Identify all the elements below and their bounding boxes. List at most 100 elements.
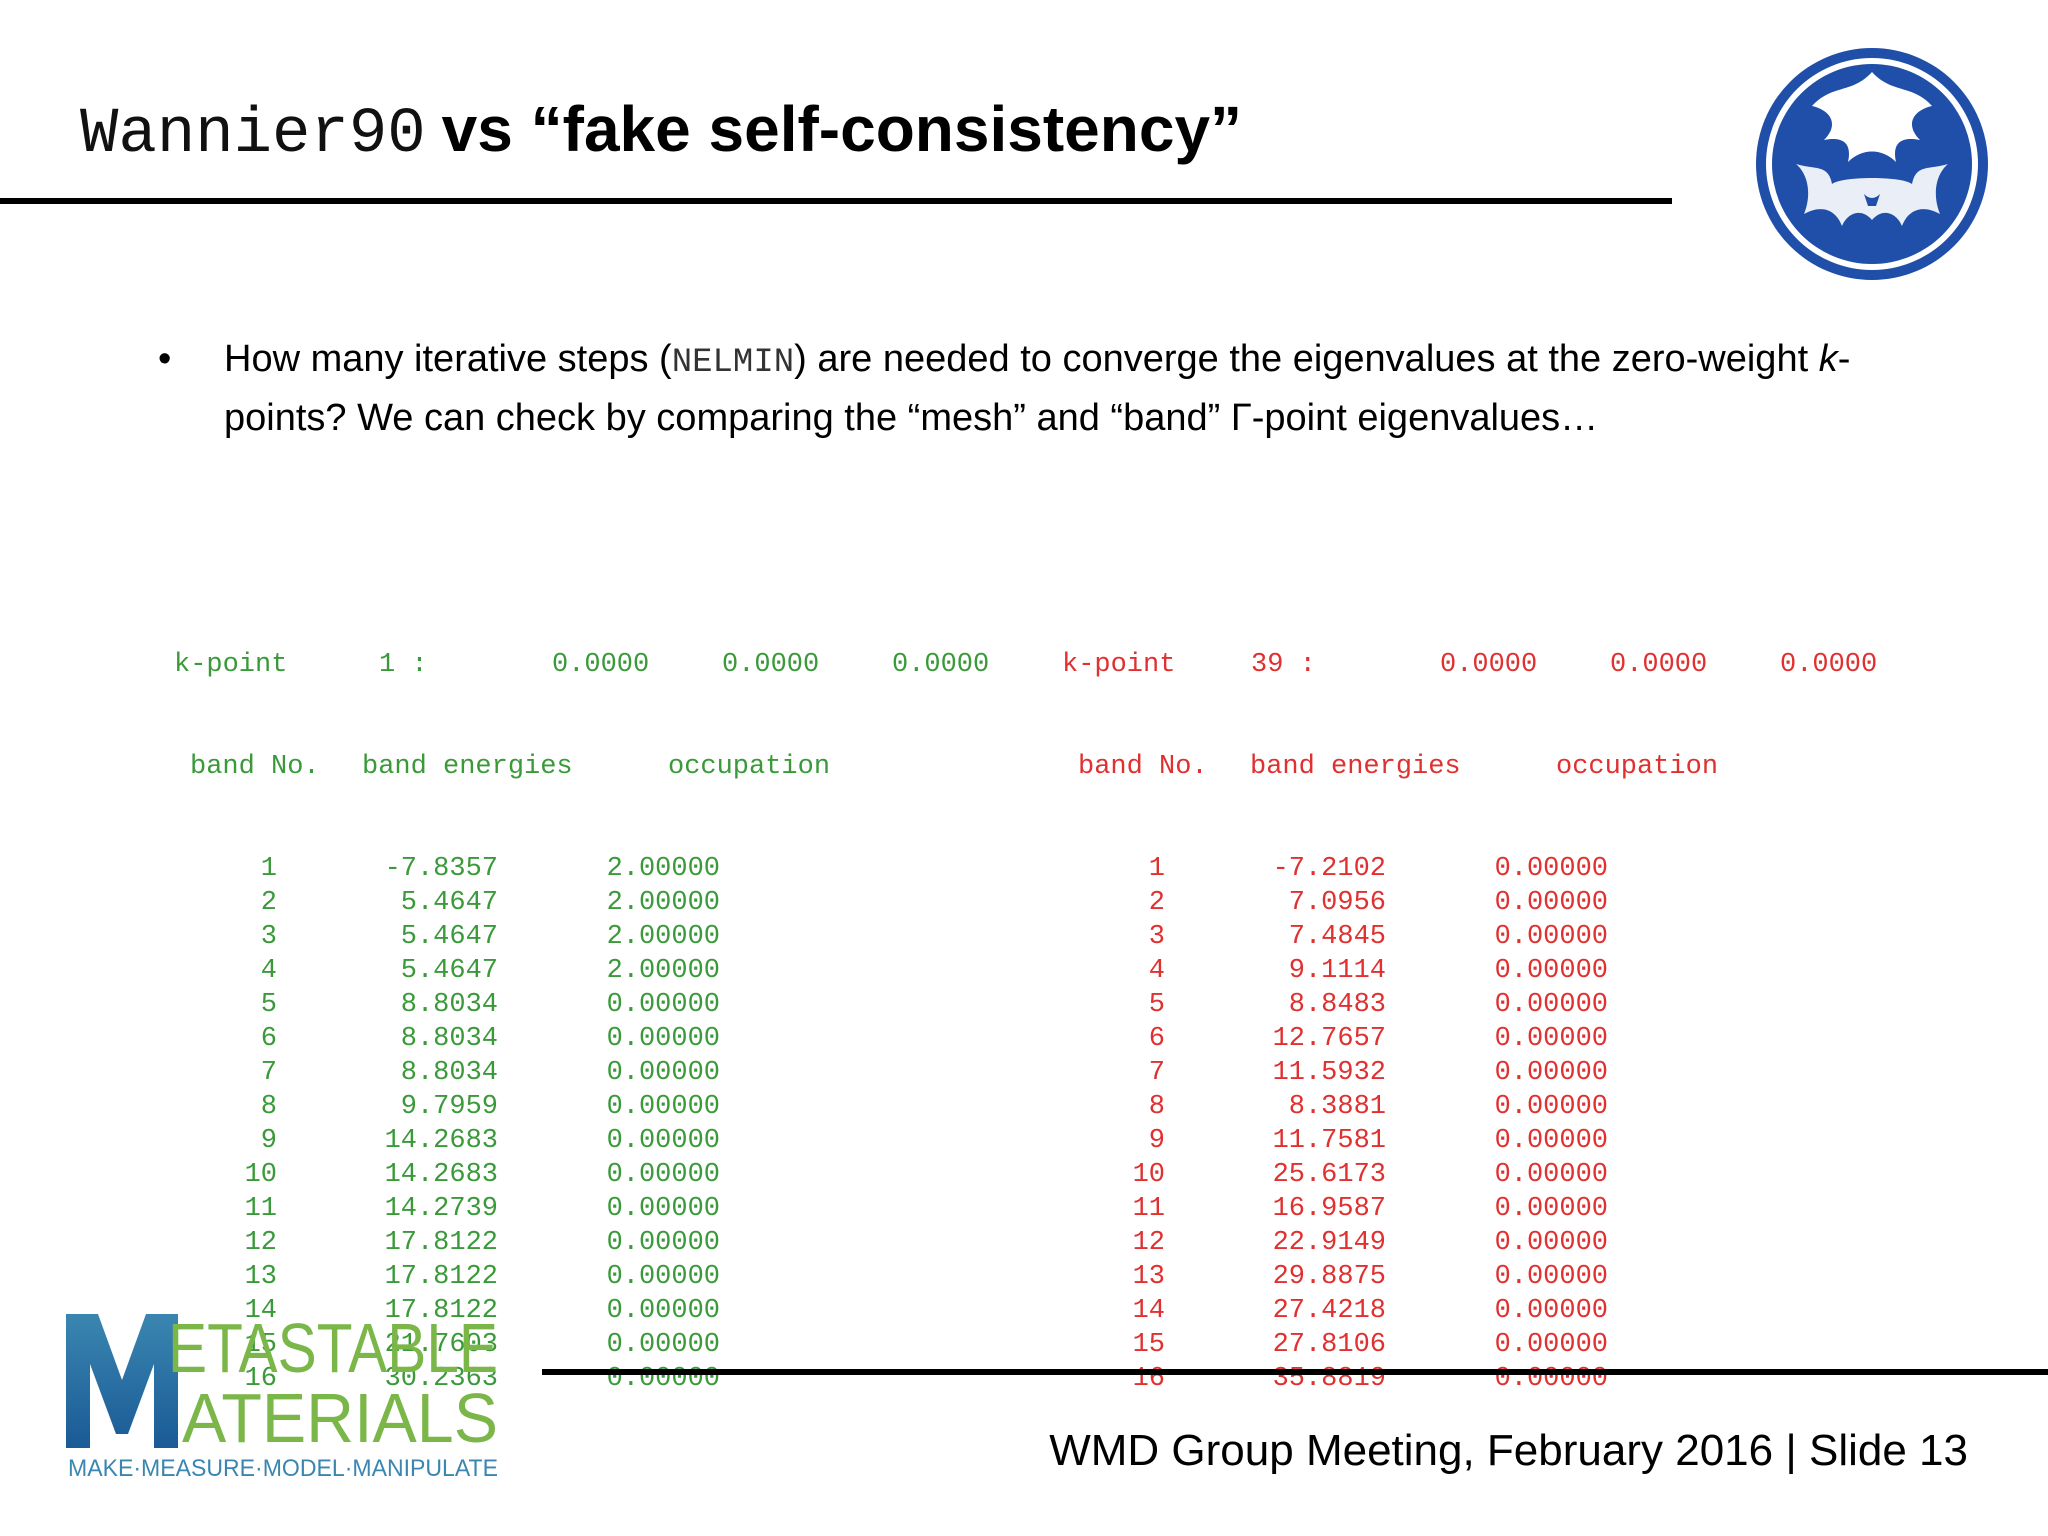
- kpoint-index: 39 :: [1251, 650, 1316, 680]
- band-energy: 14.2683: [384, 1160, 498, 1190]
- band-number: 16: [244, 1364, 277, 1394]
- kpoint-coord: 0.0000: [1780, 650, 1878, 680]
- occupation-value: 0.00000: [606, 1262, 720, 1292]
- band-energy: 16.9587: [1272, 1194, 1386, 1224]
- kpoint-coord: 0.0000: [1610, 650, 1708, 680]
- band-energy: 14.2739: [384, 1194, 498, 1224]
- table-row: 16 35.8819 0.00000: [1062, 1362, 1608, 1396]
- table-row: 4 5.4647 2.00000: [174, 954, 720, 988]
- band-number: 13: [244, 1262, 277, 1292]
- title-code: Wannier90: [80, 99, 426, 171]
- kpoint-header: k-point 1 : 0.0000 0.0000 0.0000: [174, 648, 989, 682]
- kpoint-label: k-point: [174, 650, 288, 680]
- header-band-no: band No.: [190, 752, 320, 782]
- seal-icon: [1756, 48, 1988, 280]
- band-number: 6: [1148, 1024, 1165, 1054]
- table-row: 2 5.4647 2.00000: [174, 886, 720, 920]
- k-italic: k: [1818, 338, 1838, 380]
- metastable-materials-logo: ETASTABLE ATERIALS MAKE·MEASURE·MODEL·MA…: [66, 1309, 498, 1482]
- band-number: 12: [244, 1228, 277, 1258]
- occupation-value: 2.00000: [606, 922, 720, 952]
- occupation-value: 0.00000: [606, 1058, 720, 1088]
- table-row: 16 30.2363 0.00000: [174, 1362, 720, 1396]
- band-energy: 11.7581: [1272, 1126, 1386, 1156]
- band-energy: 9.7959: [400, 1092, 498, 1122]
- band-number: 2: [1148, 888, 1165, 918]
- table-row: 11 14.2739 0.00000: [174, 1192, 720, 1226]
- band-energy: 8.3881: [1288, 1092, 1386, 1122]
- band-number: 6: [260, 1024, 277, 1054]
- occupation-value: 0.00000: [1494, 1092, 1608, 1122]
- band-number: 1: [1148, 854, 1165, 884]
- occupation-value: 0.00000: [1494, 1296, 1608, 1326]
- table-row: 11 16.9587 0.00000: [1062, 1192, 1608, 1226]
- occupation-value: 0.00000: [606, 1194, 720, 1224]
- band-energy: 8.8034: [400, 990, 498, 1020]
- band-number: 13: [1132, 1262, 1165, 1292]
- band-number: 1: [260, 854, 277, 884]
- header-occupation: occupation: [668, 752, 831, 782]
- kpoint-coord: 0.0000: [722, 650, 820, 680]
- band-energy: 17.8122: [384, 1296, 498, 1326]
- band-number: 8: [260, 1092, 277, 1122]
- band-energy: 17.8122: [384, 1228, 498, 1258]
- kpoint-coord: 0.0000: [892, 650, 990, 680]
- header-band-energies: band energies: [1250, 752, 1461, 782]
- bullet-marker: •: [158, 338, 172, 380]
- occupation-value: 0.00000: [606, 990, 720, 1020]
- footer-divider: [542, 1369, 2048, 1375]
- band-energy: -7.2102: [1272, 854, 1386, 884]
- band-number: 7: [1148, 1058, 1165, 1088]
- band-energy: 7.4845: [1288, 922, 1386, 952]
- band-energy: 22.9149: [1272, 1228, 1386, 1258]
- table-row: 4 9.1114 0.00000: [1062, 954, 1608, 988]
- header-band-energies: band energies: [362, 752, 573, 782]
- header-band-no: band No.: [1078, 752, 1208, 782]
- band-energy: 17.8122: [384, 1262, 498, 1292]
- footer-text: WMD Group Meeting, February 2016 | Slide…: [1049, 1426, 1968, 1475]
- band-energy: 8.8034: [400, 1058, 498, 1088]
- occupation-value: 0.00000: [1494, 1330, 1608, 1360]
- kpoint-header: k-point 39 : 0.0000 0.0000 0.0000: [1062, 648, 1877, 682]
- table-row: 2 7.0956 0.00000: [1062, 886, 1608, 920]
- table-row: 3 7.4845 0.00000: [1062, 920, 1608, 954]
- band-energy: 27.8106: [1272, 1330, 1386, 1360]
- table-row: 7 8.8034 0.00000: [174, 1056, 720, 1090]
- occupation-value: 0.00000: [606, 1228, 720, 1258]
- table-row: 6 8.8034 0.00000: [174, 1022, 720, 1056]
- occupation-value: 0.00000: [1494, 956, 1608, 986]
- table-row: 5 8.8034 0.00000: [174, 988, 720, 1022]
- table-row: 1 -7.2102 0.00000: [1062, 852, 1608, 886]
- table-row: 1 -7.8357 2.00000: [174, 852, 720, 886]
- table-row: 8 9.7959 0.00000: [174, 1090, 720, 1124]
- band-energy: 9.1114: [1288, 956, 1386, 986]
- kpoint-label: k-point: [1062, 650, 1176, 680]
- band-energy: 5.4647: [400, 888, 498, 918]
- table-row: 10 14.2683 0.00000: [174, 1158, 720, 1192]
- band-number: 14: [1132, 1296, 1165, 1326]
- band-number: 4: [260, 956, 277, 986]
- occupation-value: 0.00000: [1494, 888, 1608, 918]
- occupation-value: 0.00000: [606, 1024, 720, 1054]
- band-energy: 5.4647: [400, 956, 498, 986]
- occupation-value: 2.00000: [606, 888, 720, 918]
- nelmin-code: NELMIN: [671, 344, 795, 382]
- table-row: 9 11.7581 0.00000: [1062, 1124, 1608, 1158]
- band-energy: 35.8819: [1272, 1364, 1386, 1394]
- table-row: 15 27.8106 0.00000: [1062, 1328, 1608, 1362]
- band-energy: 11.5932: [1272, 1058, 1386, 1088]
- band-energy: 29.8875: [1272, 1262, 1386, 1292]
- band-energy: 8.8034: [400, 1024, 498, 1054]
- occupation-value: 0.00000: [1494, 1194, 1608, 1224]
- logo-tagline: MAKE·MEASURE·MODEL·MANIPULATE: [68, 1455, 498, 1482]
- bullet-text-part: -points? We can check by comparing the “…: [224, 338, 1851, 439]
- table-row: 10 25.6173 0.00000: [1062, 1158, 1608, 1192]
- table-row: 12 22.9149 0.00000: [1062, 1226, 1608, 1260]
- occupation-value: 0.00000: [1494, 1228, 1608, 1258]
- table-row: 9 14.2683 0.00000: [174, 1124, 720, 1158]
- title-text: vs “fake self-consistency”: [441, 93, 1243, 165]
- occupation-value: 0.00000: [1494, 1364, 1608, 1394]
- occupation-value: 2.00000: [606, 854, 720, 884]
- table-row: 7 11.5932 0.00000: [1062, 1056, 1608, 1090]
- band-number: 3: [1148, 922, 1165, 952]
